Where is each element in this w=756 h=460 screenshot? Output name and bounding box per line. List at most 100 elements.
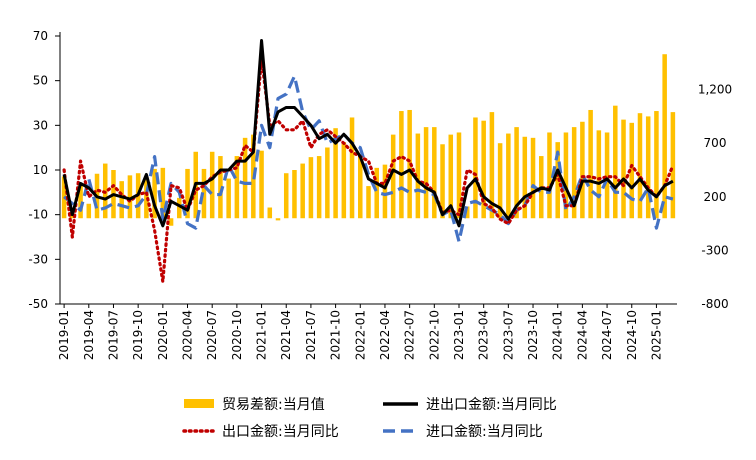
bar-trade-balance [670, 112, 676, 219]
x-tick-label: 2022-10 [427, 310, 441, 360]
x-tick-label: 2019-07 [106, 310, 120, 360]
bar-trade-balance [366, 186, 371, 219]
bar-trade-balance [267, 207, 273, 219]
bar-trade-balance [522, 136, 528, 219]
bar-trade-balance [621, 119, 626, 219]
bar-trade-balance [448, 134, 454, 219]
bar-trade-balance [390, 134, 396, 219]
bar-trade-balance [481, 120, 486, 219]
bar-trade-balance [234, 156, 240, 219]
bar-trade-balance [308, 157, 314, 219]
bar-trade-balance [78, 183, 83, 219]
legend-label-trade-balance: 贸易差额:当月值 [222, 397, 325, 413]
x-tick-label: 2024-10 [625, 310, 639, 360]
right-tick-label: 200 [704, 190, 727, 204]
bar-trade-balance [464, 206, 470, 219]
bar-trade-balance [177, 197, 182, 219]
bar-trade-balance [506, 133, 511, 219]
bar-trade-balance [119, 181, 124, 219]
bar-trade-balance [275, 218, 281, 221]
x-tick-label: 2021-01 [255, 310, 269, 360]
legend-label-import-yoy: 进口金额:当月同比 [426, 424, 543, 440]
x-tick-label: 2025-01 [649, 310, 663, 360]
bar-trade-balance [629, 122, 635, 219]
bar-trade-balance [185, 168, 190, 219]
bar-trade-balance [160, 167, 166, 219]
series-line-dotted [62, 56, 675, 284]
x-tick-label: 2022-04 [378, 310, 392, 360]
right-tick-label: -300 [701, 243, 728, 257]
bar-trade-balance [440, 144, 445, 219]
bar-trade-balance [547, 132, 552, 219]
series-line-solid [62, 38, 674, 228]
right-tick-label: -800 [701, 297, 728, 311]
x-tick-label: 2021-07 [304, 310, 318, 360]
left-tick-label: -30 [28, 252, 48, 266]
x-tick-label: 2020-07 [205, 310, 219, 360]
bar-trade-balance [654, 111, 659, 219]
bar-trade-balance [571, 127, 577, 219]
bar-trade-balance [127, 175, 133, 219]
bar-trade-balance [86, 203, 92, 219]
bar-trade-balance [530, 137, 536, 219]
right-tick-label: 1,200 [698, 83, 732, 97]
bar-trade-balance [168, 218, 174, 226]
bar-trade-balance [497, 143, 503, 219]
x-tick-label: 2020-01 [156, 310, 170, 360]
x-tick-label: 2024-01 [551, 310, 565, 360]
bar-trade-balance [423, 127, 429, 219]
x-tick-label: 2023-07 [501, 310, 515, 360]
bar-trade-balance [325, 147, 330, 219]
bar-trade-balance [580, 121, 585, 219]
x-tick-label: 2021-04 [279, 310, 293, 360]
legend: 贸易差额:当月值 进出口金额:当月同比 出口金额:当月同比 进口金额:当月同比 [182, 397, 557, 440]
bar-trade-balance [316, 156, 322, 219]
x-tick-label: 2024-04 [575, 310, 589, 360]
bar-trade-balance [358, 154, 363, 219]
bar-trade-balance [637, 113, 643, 219]
bar-trade-balance [588, 109, 593, 219]
bar-trade-balance [613, 105, 618, 219]
bar-trade-balance [596, 130, 602, 219]
bar-trade-balance [456, 132, 462, 219]
bar-trade-balance [645, 116, 651, 219]
x-tick-label: 2020-04 [181, 310, 195, 360]
x-tick-label: 2023-10 [526, 310, 540, 360]
left-tick-label: 30 [33, 118, 48, 132]
x-tick-label: 2023-01 [452, 310, 466, 360]
bar-trade-balance [209, 151, 215, 219]
x-tick-label: 2022-01 [353, 310, 367, 360]
left-tick-label: 50 [33, 74, 48, 88]
bar-trade-balance [382, 164, 388, 219]
lines-layer [62, 38, 675, 284]
bars-layer [61, 54, 676, 226]
x-tick-label: 2021-10 [329, 310, 343, 360]
bar-trade-balance [292, 170, 297, 219]
left-tick-label: -10 [28, 208, 48, 222]
x-tick-label: 2020-10 [230, 310, 244, 360]
x-tick-label: 2019-01 [57, 310, 71, 360]
x-tick-label: 2019-10 [131, 310, 145, 360]
bar-trade-balance [514, 127, 519, 219]
left-tick-label: 10 [33, 163, 48, 177]
bar-trade-balance [259, 150, 264, 219]
left-tick-label: 70 [33, 29, 48, 43]
bar-trade-balance [563, 132, 569, 219]
bar-trade-balance [333, 128, 338, 219]
bar-trade-balance [300, 163, 305, 219]
bar-trade-balance [399, 111, 404, 219]
bar-trade-balance [283, 173, 289, 219]
x-tick-label: 2023-04 [477, 310, 491, 360]
bar-trade-balance [218, 156, 223, 219]
bar-trade-balance [152, 168, 157, 219]
x-tick-label: 2019-04 [82, 310, 96, 360]
legend-swatch-trade-balance [184, 399, 214, 408]
bar-trade-balance [489, 112, 495, 219]
x-tick-label: 2022-07 [403, 310, 417, 360]
left-tick-label: -50 [28, 297, 48, 311]
bar-trade-balance [473, 117, 478, 219]
bar-trade-balance [349, 117, 355, 219]
bar-trade-balance [226, 178, 231, 219]
bar-trade-balance [662, 54, 667, 219]
